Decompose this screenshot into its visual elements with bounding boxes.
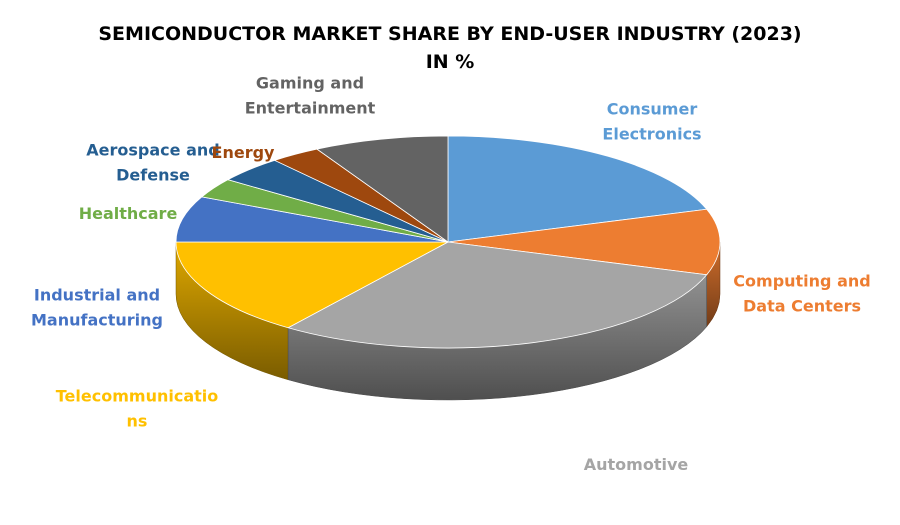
label-line: Healthcare bbox=[79, 204, 178, 223]
label-line: Data Centers bbox=[743, 297, 861, 316]
pie-slice-telecommunications bbox=[175, 241, 449, 329]
label-line: Defense bbox=[116, 166, 190, 185]
pie-slice-gaming-and-entertainment bbox=[315, 135, 449, 243]
label-aerospace-and-defense: Aerospace and Defense bbox=[86, 141, 219, 185]
label-industrial-and-manufacturing: Industrial and Manufacturing bbox=[31, 286, 163, 330]
label-computing-and-data-centers: Computing and Data Centers bbox=[733, 272, 870, 316]
label-line: Manufacturing bbox=[31, 311, 163, 330]
label-line: ns bbox=[127, 412, 148, 431]
label-line: Automotive bbox=[584, 455, 689, 474]
label-automotive: Automotive bbox=[584, 455, 689, 474]
label-line: Computing and bbox=[733, 272, 870, 291]
pie-slice-consumer-electronics bbox=[447, 135, 708, 243]
chart-title: SEMICONDUCTOR MARKET SHARE BY END-USER I… bbox=[98, 23, 801, 45]
chart-subtitle: IN % bbox=[426, 51, 475, 73]
label-line: Aerospace and bbox=[86, 141, 219, 160]
label-line: Entertainment bbox=[245, 99, 376, 118]
label-consumer-electronics: Consumer Electronics bbox=[602, 100, 701, 144]
label-line: Energy bbox=[212, 143, 276, 162]
label-line: Gaming and bbox=[256, 74, 364, 93]
pie-labels: Consumer Electronics Computing and Data Cen… bbox=[31, 74, 871, 475]
pie-slice-computing-and-data-centers bbox=[447, 208, 721, 276]
pie-slice-industrial-and-manufacturing bbox=[175, 196, 449, 243]
label-line: Telecommunicatio bbox=[56, 387, 218, 406]
label-energy: Energy bbox=[212, 143, 276, 162]
pie-top bbox=[175, 135, 721, 349]
label-gaming-and-entertainment: Gaming and Entertainment bbox=[245, 74, 376, 118]
label-line: Consumer bbox=[607, 100, 698, 119]
pie-slice-automotive bbox=[287, 241, 708, 349]
label-line: Electronics bbox=[602, 125, 701, 144]
pie-sides bbox=[175, 241, 721, 401]
label-healthcare: Healthcare bbox=[79, 204, 178, 223]
label-telecommunications: Telecommunicatio ns bbox=[56, 387, 218, 431]
label-line: Industrial and bbox=[34, 286, 160, 305]
